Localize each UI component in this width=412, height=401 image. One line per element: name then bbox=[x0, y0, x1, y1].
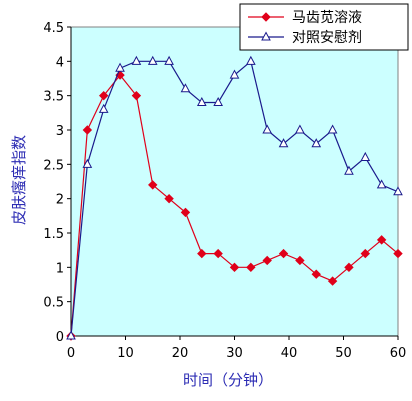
data-point bbox=[360, 151, 371, 161]
y-tick-label: 2 bbox=[56, 193, 64, 208]
x-tick-label: 20 bbox=[172, 346, 189, 361]
data-point bbox=[164, 193, 174, 204]
data-point bbox=[327, 276, 338, 286]
y-tick-label: 0 bbox=[56, 330, 64, 345]
data-point bbox=[98, 90, 109, 101]
x-tick-label: 50 bbox=[335, 346, 352, 361]
data-point bbox=[344, 262, 354, 273]
data-point bbox=[82, 125, 93, 135]
data-point bbox=[131, 90, 142, 101]
data-point bbox=[180, 83, 191, 93]
x-tick-label: 10 bbox=[117, 346, 134, 361]
data-point bbox=[344, 165, 354, 175]
data-point bbox=[131, 55, 142, 65]
data-point bbox=[278, 248, 289, 259]
data-point bbox=[229, 262, 240, 273]
series-layer bbox=[66, 55, 403, 341]
data-point bbox=[213, 248, 223, 259]
y-tick-label: 4.5 bbox=[43, 21, 64, 36]
data-point bbox=[262, 124, 273, 134]
y-tick-label: 0.5 bbox=[43, 296, 64, 311]
y-axis-label: 皮肤瘙痒指数 bbox=[10, 135, 28, 225]
data-point bbox=[82, 158, 93, 168]
y-tick-label: 4 bbox=[56, 55, 64, 70]
y-tick-label: 3 bbox=[56, 124, 64, 139]
data-point bbox=[278, 138, 289, 148]
y-tick-label: 2.5 bbox=[43, 158, 64, 173]
data-point bbox=[327, 124, 338, 134]
data-point bbox=[213, 96, 223, 107]
data-point bbox=[376, 179, 387, 189]
legend-marker bbox=[261, 31, 271, 41]
x-tick-label: 0 bbox=[67, 346, 75, 361]
data-point bbox=[98, 103, 109, 113]
data-point bbox=[197, 248, 207, 259]
data-point bbox=[66, 330, 76, 340]
data-point bbox=[147, 55, 158, 65]
data-point bbox=[164, 55, 174, 65]
x-axis-ticks: 0 10 20 30 40 50 60 bbox=[67, 336, 406, 361]
data-point bbox=[115, 62, 125, 72]
x-tick-label: 40 bbox=[281, 346, 298, 361]
data-point bbox=[295, 255, 305, 266]
data-point bbox=[196, 96, 207, 107]
data-point bbox=[148, 180, 158, 190]
data-point bbox=[311, 269, 321, 279]
legend-item: 马齿苋溶液 bbox=[248, 10, 362, 26]
legend-label: 马齿苋溶液 bbox=[292, 10, 362, 26]
legend-item: 对照安慰剂 bbox=[248, 29, 362, 46]
y-tick-label: 1 bbox=[56, 261, 64, 276]
y-axis-ticks: 0 0.5 1 1.5 2 2.5 3 3.5 4 4.5 bbox=[43, 21, 71, 345]
x-axis-label: 时间（分钟） bbox=[183, 371, 273, 389]
data-point bbox=[295, 124, 305, 134]
legend-marker bbox=[261, 12, 271, 22]
data-point bbox=[262, 255, 272, 266]
x-tick-label: 30 bbox=[226, 346, 243, 361]
legend-box bbox=[239, 3, 409, 51]
data-point bbox=[180, 207, 191, 218]
data-point bbox=[376, 235, 387, 245]
data-point bbox=[246, 262, 256, 273]
data-point bbox=[360, 248, 371, 259]
y-tick-label: 1.5 bbox=[43, 227, 64, 242]
x-tick-label: 60 bbox=[390, 346, 407, 361]
legend-label: 对照安慰剂 bbox=[292, 29, 362, 46]
data-point bbox=[393, 248, 403, 259]
data-point bbox=[246, 55, 256, 65]
data-point bbox=[229, 69, 240, 79]
data-point bbox=[393, 186, 403, 196]
series-2 bbox=[66, 55, 403, 340]
data-point bbox=[311, 138, 322, 148]
y-tick-label: 3.5 bbox=[43, 90, 64, 105]
